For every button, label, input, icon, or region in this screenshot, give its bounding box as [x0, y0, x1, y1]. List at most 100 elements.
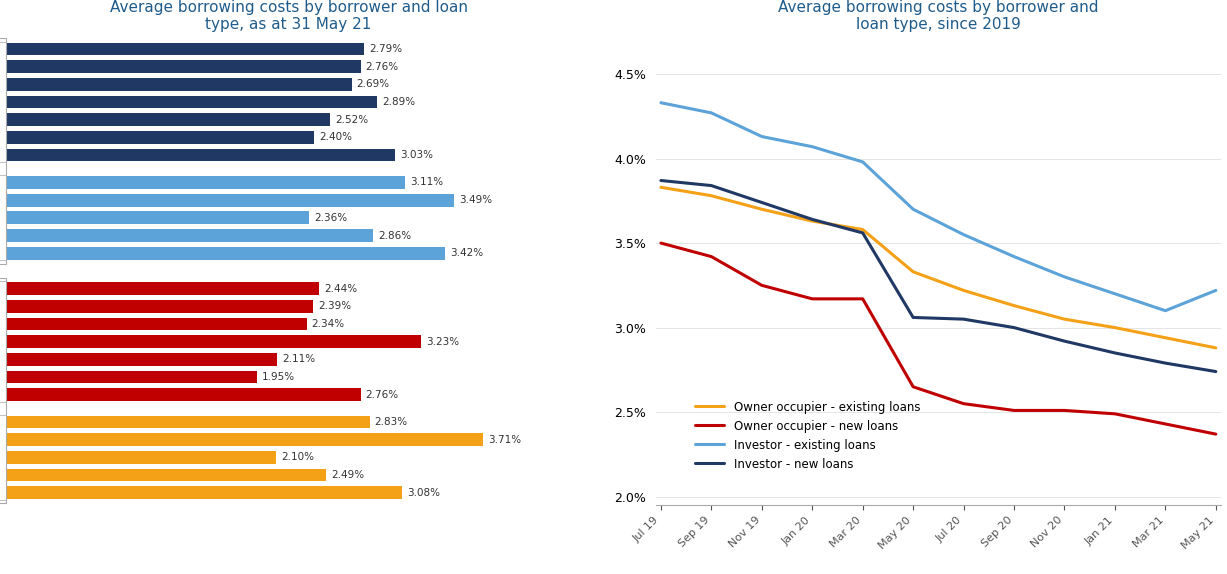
Text: 3.03%: 3.03%: [400, 150, 433, 160]
Text: 2.76%: 2.76%: [366, 390, 399, 400]
Bar: [6, 335, 421, 348]
Owner occupier - existing loans: [1006, 302, 1021, 309]
Title: Average borrowing costs by borrower and
loan type, since 2019: Average borrowing costs by borrower and …: [778, 0, 1098, 32]
Text: 3.71%: 3.71%: [487, 435, 520, 445]
Investor - new loans: [1108, 350, 1123, 356]
Owner occupier - existing loans: [906, 269, 920, 276]
Bar: [6, 388, 361, 401]
Investor - existing loans: [654, 99, 669, 106]
Investor - new loans: [1158, 360, 1173, 367]
Investor - existing loans: [704, 110, 719, 117]
Text: 2.10%: 2.10%: [281, 452, 314, 463]
Bar: [6, 131, 314, 144]
Legend: Owner occupier - existing loans, Owner occupier - new loans, Investor - existing: Owner occupier - existing loans, Owner o…: [690, 397, 925, 476]
Investor - new loans: [1209, 368, 1223, 375]
Owner occupier - new loans: [855, 296, 870, 302]
Bar: [6, 229, 373, 242]
Line: Owner occupier - existing loans: Owner occupier - existing loans: [661, 187, 1216, 348]
Text: 2.34%: 2.34%: [312, 319, 345, 329]
Bar: [6, 451, 276, 464]
Text: 2.52%: 2.52%: [335, 115, 368, 125]
Investor - existing loans: [805, 144, 820, 150]
Bar: [6, 149, 395, 161]
Owner occupier - new loans: [1209, 430, 1223, 437]
Bar: [0, 415, 6, 500]
Investor - existing loans: [1006, 253, 1021, 260]
Line: Owner occupier - new loans: Owner occupier - new loans: [661, 243, 1216, 434]
Bar: [6, 60, 361, 73]
Bar: [6, 176, 405, 189]
Text: 2.83%: 2.83%: [374, 417, 407, 427]
Investor - new loans: [855, 230, 870, 236]
Bar: [0, 281, 6, 402]
Owner occupier - new loans: [956, 400, 971, 407]
Owner occupier - existing loans: [1058, 316, 1072, 323]
Bar: [6, 194, 454, 207]
Owner occupier - existing loans: [855, 226, 870, 233]
Owner occupier - existing loans: [654, 184, 669, 191]
Text: 3.42%: 3.42%: [450, 248, 483, 258]
Text: 3.11%: 3.11%: [411, 177, 444, 188]
Text: 2.49%: 2.49%: [331, 470, 364, 480]
Owner occupier - new loans: [805, 296, 820, 302]
Investor - new loans: [1006, 324, 1021, 331]
Bar: [6, 469, 326, 482]
Investor - existing loans: [855, 158, 870, 165]
Investor - new loans: [654, 177, 669, 184]
Text: 2.86%: 2.86%: [378, 231, 411, 241]
Investor - new loans: [755, 199, 769, 206]
Owner occupier - new loans: [906, 383, 920, 390]
Text: 2.39%: 2.39%: [318, 301, 351, 311]
Bar: [6, 486, 401, 499]
Investor - new loans: [906, 314, 920, 321]
Investor - new loans: [805, 216, 820, 223]
Investor - new loans: [1058, 338, 1072, 344]
Text: 3.08%: 3.08%: [407, 488, 439, 498]
Bar: [0, 176, 6, 260]
Text: 2.11%: 2.11%: [282, 354, 315, 364]
Text: 2.89%: 2.89%: [383, 97, 416, 107]
Investor - existing loans: [906, 206, 920, 213]
Text: 3.23%: 3.23%: [426, 336, 459, 347]
Investor - existing loans: [1108, 290, 1123, 297]
Bar: [6, 42, 364, 55]
Bar: [6, 317, 307, 330]
Line: Investor - existing loans: Investor - existing loans: [661, 103, 1216, 311]
Investor - existing loans: [1158, 307, 1173, 314]
Owner occupier - existing loans: [1209, 344, 1223, 351]
Investor - existing loans: [1058, 273, 1072, 280]
Investor - new loans: [956, 316, 971, 323]
Text: 3.49%: 3.49%: [459, 195, 492, 205]
Bar: [6, 300, 313, 313]
Investor - existing loans: [1209, 287, 1223, 294]
Owner occupier - new loans: [704, 253, 719, 260]
Owner occupier - new loans: [755, 282, 769, 289]
Text: 2.36%: 2.36%: [314, 213, 347, 223]
Text: 2.76%: 2.76%: [366, 61, 399, 72]
Owner occupier - existing loans: [1108, 324, 1123, 331]
Investor - existing loans: [956, 231, 971, 238]
Bar: [6, 353, 277, 366]
Text: 2.69%: 2.69%: [357, 79, 390, 90]
Owner occupier - existing loans: [805, 218, 820, 224]
Bar: [6, 211, 309, 224]
Bar: [6, 78, 352, 91]
Bar: [0, 278, 6, 503]
Bar: [6, 416, 369, 428]
Text: 2.44%: 2.44%: [325, 284, 358, 293]
Owner occupier - new loans: [1158, 421, 1173, 428]
Line: Investor - new loans: Investor - new loans: [661, 180, 1216, 371]
Owner occupier - new loans: [654, 239, 669, 246]
Investor - existing loans: [755, 133, 769, 140]
Title: Average borrowing costs by borrower and loan
type, as at 31 May 21: Average borrowing costs by borrower and …: [109, 0, 467, 32]
Text: 1.95%: 1.95%: [261, 372, 294, 382]
Bar: [6, 433, 482, 446]
Bar: [6, 114, 330, 126]
Bar: [6, 96, 377, 108]
Text: 2.40%: 2.40%: [319, 133, 352, 142]
Owner occupier - existing loans: [956, 287, 971, 294]
Owner occupier - new loans: [1006, 407, 1021, 414]
Bar: [6, 371, 256, 383]
Bar: [0, 42, 6, 162]
Bar: [6, 247, 445, 259]
